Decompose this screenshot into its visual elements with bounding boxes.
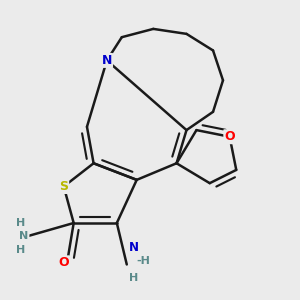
Text: S: S — [59, 180, 68, 193]
Text: O: O — [224, 130, 235, 143]
Text: N: N — [128, 242, 138, 254]
Text: H: H — [16, 244, 25, 254]
Text: H: H — [16, 218, 25, 228]
Text: N: N — [19, 231, 28, 241]
Text: H: H — [129, 273, 138, 283]
Text: O: O — [58, 256, 69, 269]
Text: -H: -H — [136, 256, 150, 266]
Text: N: N — [102, 54, 112, 67]
